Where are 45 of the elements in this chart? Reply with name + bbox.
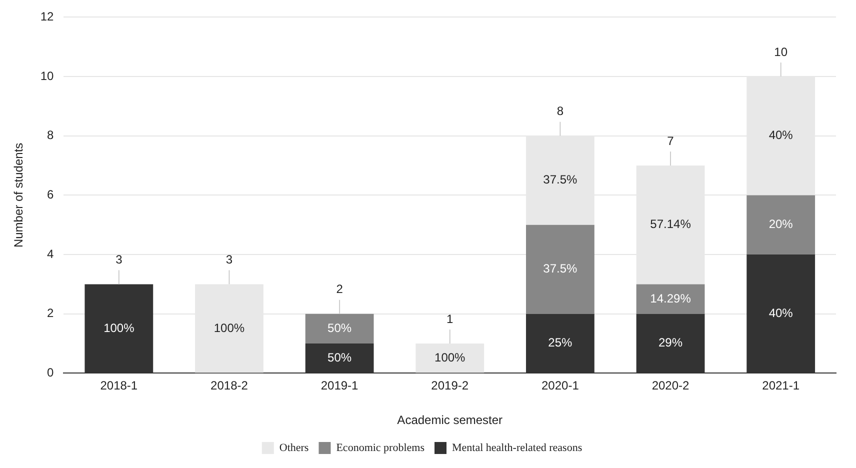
bar: [416, 344, 484, 373]
annotation: 14.29%: [650, 291, 692, 306]
bar: [305, 314, 374, 344]
total-label: 10: [774, 44, 788, 59]
x-tick-label: 2018-2: [210, 378, 248, 393]
total-label: 8: [556, 104, 564, 118]
x-axis-title: Academic semester: [397, 413, 503, 428]
y-tick-label: 6: [47, 188, 54, 202]
annotation: 40%: [768, 128, 794, 142]
bar: [746, 195, 816, 255]
legend-label: Mental health-related reasons: [452, 442, 582, 454]
x-tick-label: 2019-1: [320, 378, 359, 393]
bar: [526, 224, 594, 314]
y-tick-label: 0: [47, 366, 54, 380]
x-tick-label: 2019-2: [431, 378, 469, 393]
x-tick-label: 2020-1: [542, 378, 580, 393]
annotation: 50%: [328, 321, 352, 336]
x-tick-label: 2020-2: [652, 378, 690, 393]
total-label: 3: [226, 252, 233, 267]
annotation: 100%: [434, 350, 466, 364]
annotation: 50%: [328, 350, 352, 364]
y-tick-label: 2: [47, 306, 54, 320]
bar: [636, 284, 705, 314]
legend-label: Others: [279, 442, 309, 454]
x-tick-label: 2021-1: [762, 378, 800, 393]
annotation: 37.5%: [543, 262, 578, 276]
annotation: 20%: [768, 217, 794, 232]
annotation: 37.5%: [543, 172, 578, 187]
y-tick-label: 4: [47, 246, 54, 261]
y-tick-label: 12: [40, 10, 54, 24]
annotation: 100%: [104, 320, 135, 335]
annotation: 40%: [768, 306, 794, 320]
total-label: 3: [116, 252, 123, 267]
y-tick-label: 8: [47, 128, 54, 142]
annotation: 100%: [214, 320, 245, 335]
legend-label: Economic problems: [336, 442, 425, 454]
total-label: 1: [446, 312, 454, 326]
annotation: 29%: [658, 336, 683, 350]
y-tick-label: 10: [40, 68, 54, 83]
x-tick-label: 2018-1: [100, 378, 138, 393]
annotation: 57.14%: [650, 217, 692, 232]
y-axis-title: Number of students: [12, 142, 26, 248]
total-label: 2: [336, 282, 344, 296]
total-label: 7: [667, 134, 674, 148]
annotation: 25%: [548, 336, 573, 350]
